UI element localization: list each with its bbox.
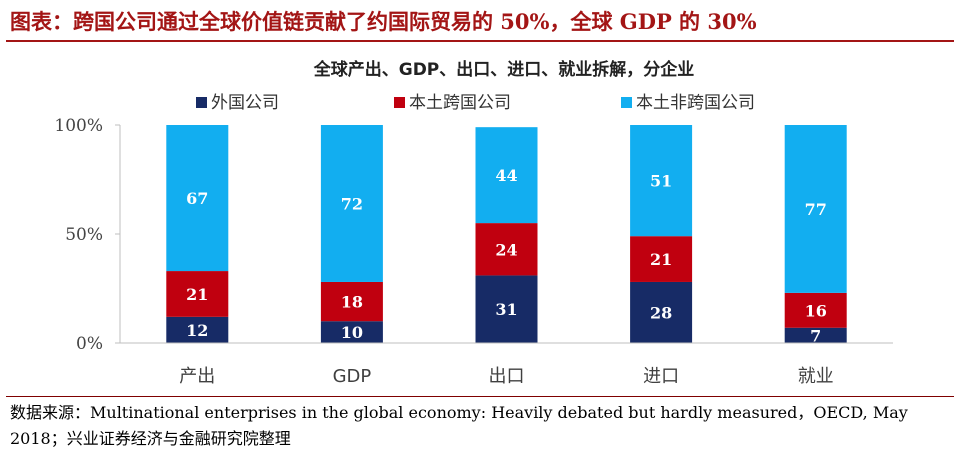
stacked-bar-chart: 全球产出、GDP、出口、进口、就业拆解，分企业 外国公司 本土跨国公司 本土非跨国公… bbox=[54, 59, 893, 387]
bar-segment bbox=[320, 125, 383, 282]
bars: 12 21 67 10 18 72 31 24 44 28 21 51 7 16 77 bbox=[166, 125, 847, 345]
legend-swatch bbox=[621, 97, 632, 108]
bar-segment bbox=[630, 281, 693, 343]
data-label: 10 bbox=[341, 323, 363, 342]
y-tick-label: 100% bbox=[54, 116, 103, 136]
footer-rule bbox=[6, 396, 954, 397]
bar-segment bbox=[320, 321, 383, 343]
bar-segment bbox=[166, 271, 229, 317]
data-label: 24 bbox=[495, 240, 517, 259]
data-label: 72 bbox=[341, 194, 363, 213]
title-rule bbox=[6, 40, 954, 42]
chart-title: 全球产出、GDP、出口、进口、就业拆解，分企业 bbox=[313, 59, 695, 80]
bar-segment bbox=[166, 316, 229, 343]
legend-label: 本土跨国公司 bbox=[409, 93, 511, 113]
bar-segment bbox=[320, 281, 383, 322]
legend-label: 本土非跨国公司 bbox=[636, 93, 755, 113]
legend-swatch bbox=[196, 97, 207, 108]
data-label: 67 bbox=[186, 189, 208, 208]
x-tick-label: 出口 bbox=[489, 366, 525, 387]
x-tick-label: 进口 bbox=[643, 366, 679, 387]
data-label: 44 bbox=[495, 166, 517, 185]
bar-segment bbox=[475, 223, 538, 276]
bar-segment bbox=[784, 292, 847, 328]
x-tick-label: GDP bbox=[333, 366, 372, 387]
data-label: 12 bbox=[186, 321, 208, 340]
data-label: 21 bbox=[186, 285, 208, 304]
data-label: 31 bbox=[495, 300, 517, 319]
y-tick-label: 50% bbox=[65, 225, 103, 245]
bar-segment bbox=[475, 127, 538, 224]
x-tick-label: 产出 bbox=[179, 366, 215, 387]
data-label: 77 bbox=[805, 200, 827, 219]
bar-segment bbox=[784, 327, 847, 343]
y-tick-label: 0% bbox=[76, 334, 103, 354]
data-label: 28 bbox=[650, 303, 672, 322]
bar-segment bbox=[630, 236, 693, 282]
data-label: 18 bbox=[341, 293, 363, 312]
legend: 外国公司 本土跨国公司 本土非跨国公司 bbox=[196, 93, 755, 113]
x-tick-label: 就业 bbox=[798, 366, 834, 387]
data-label: 16 bbox=[805, 301, 827, 320]
x-axis: 产出 GDP 出口 进口 就业 bbox=[120, 342, 893, 387]
data-label: 51 bbox=[650, 172, 672, 191]
legend-label: 外国公司 bbox=[211, 93, 279, 113]
bar-segment bbox=[475, 275, 538, 343]
data-label: 21 bbox=[650, 250, 672, 269]
legend-swatch bbox=[394, 97, 405, 108]
source-note: 数据来源：Multinational enterprises in the gl… bbox=[10, 403, 908, 448]
bar-segment bbox=[630, 125, 693, 237]
bar-segment bbox=[166, 125, 229, 272]
data-label: 7 bbox=[810, 326, 821, 345]
y-axis: 0% 50% 100% bbox=[54, 116, 121, 354]
bar-segment bbox=[784, 125, 847, 293]
figure-title: 图表：跨国公司通过全球价值链贡献了约国际贸易的 50%，全球 GDP 的 30% bbox=[10, 9, 757, 34]
